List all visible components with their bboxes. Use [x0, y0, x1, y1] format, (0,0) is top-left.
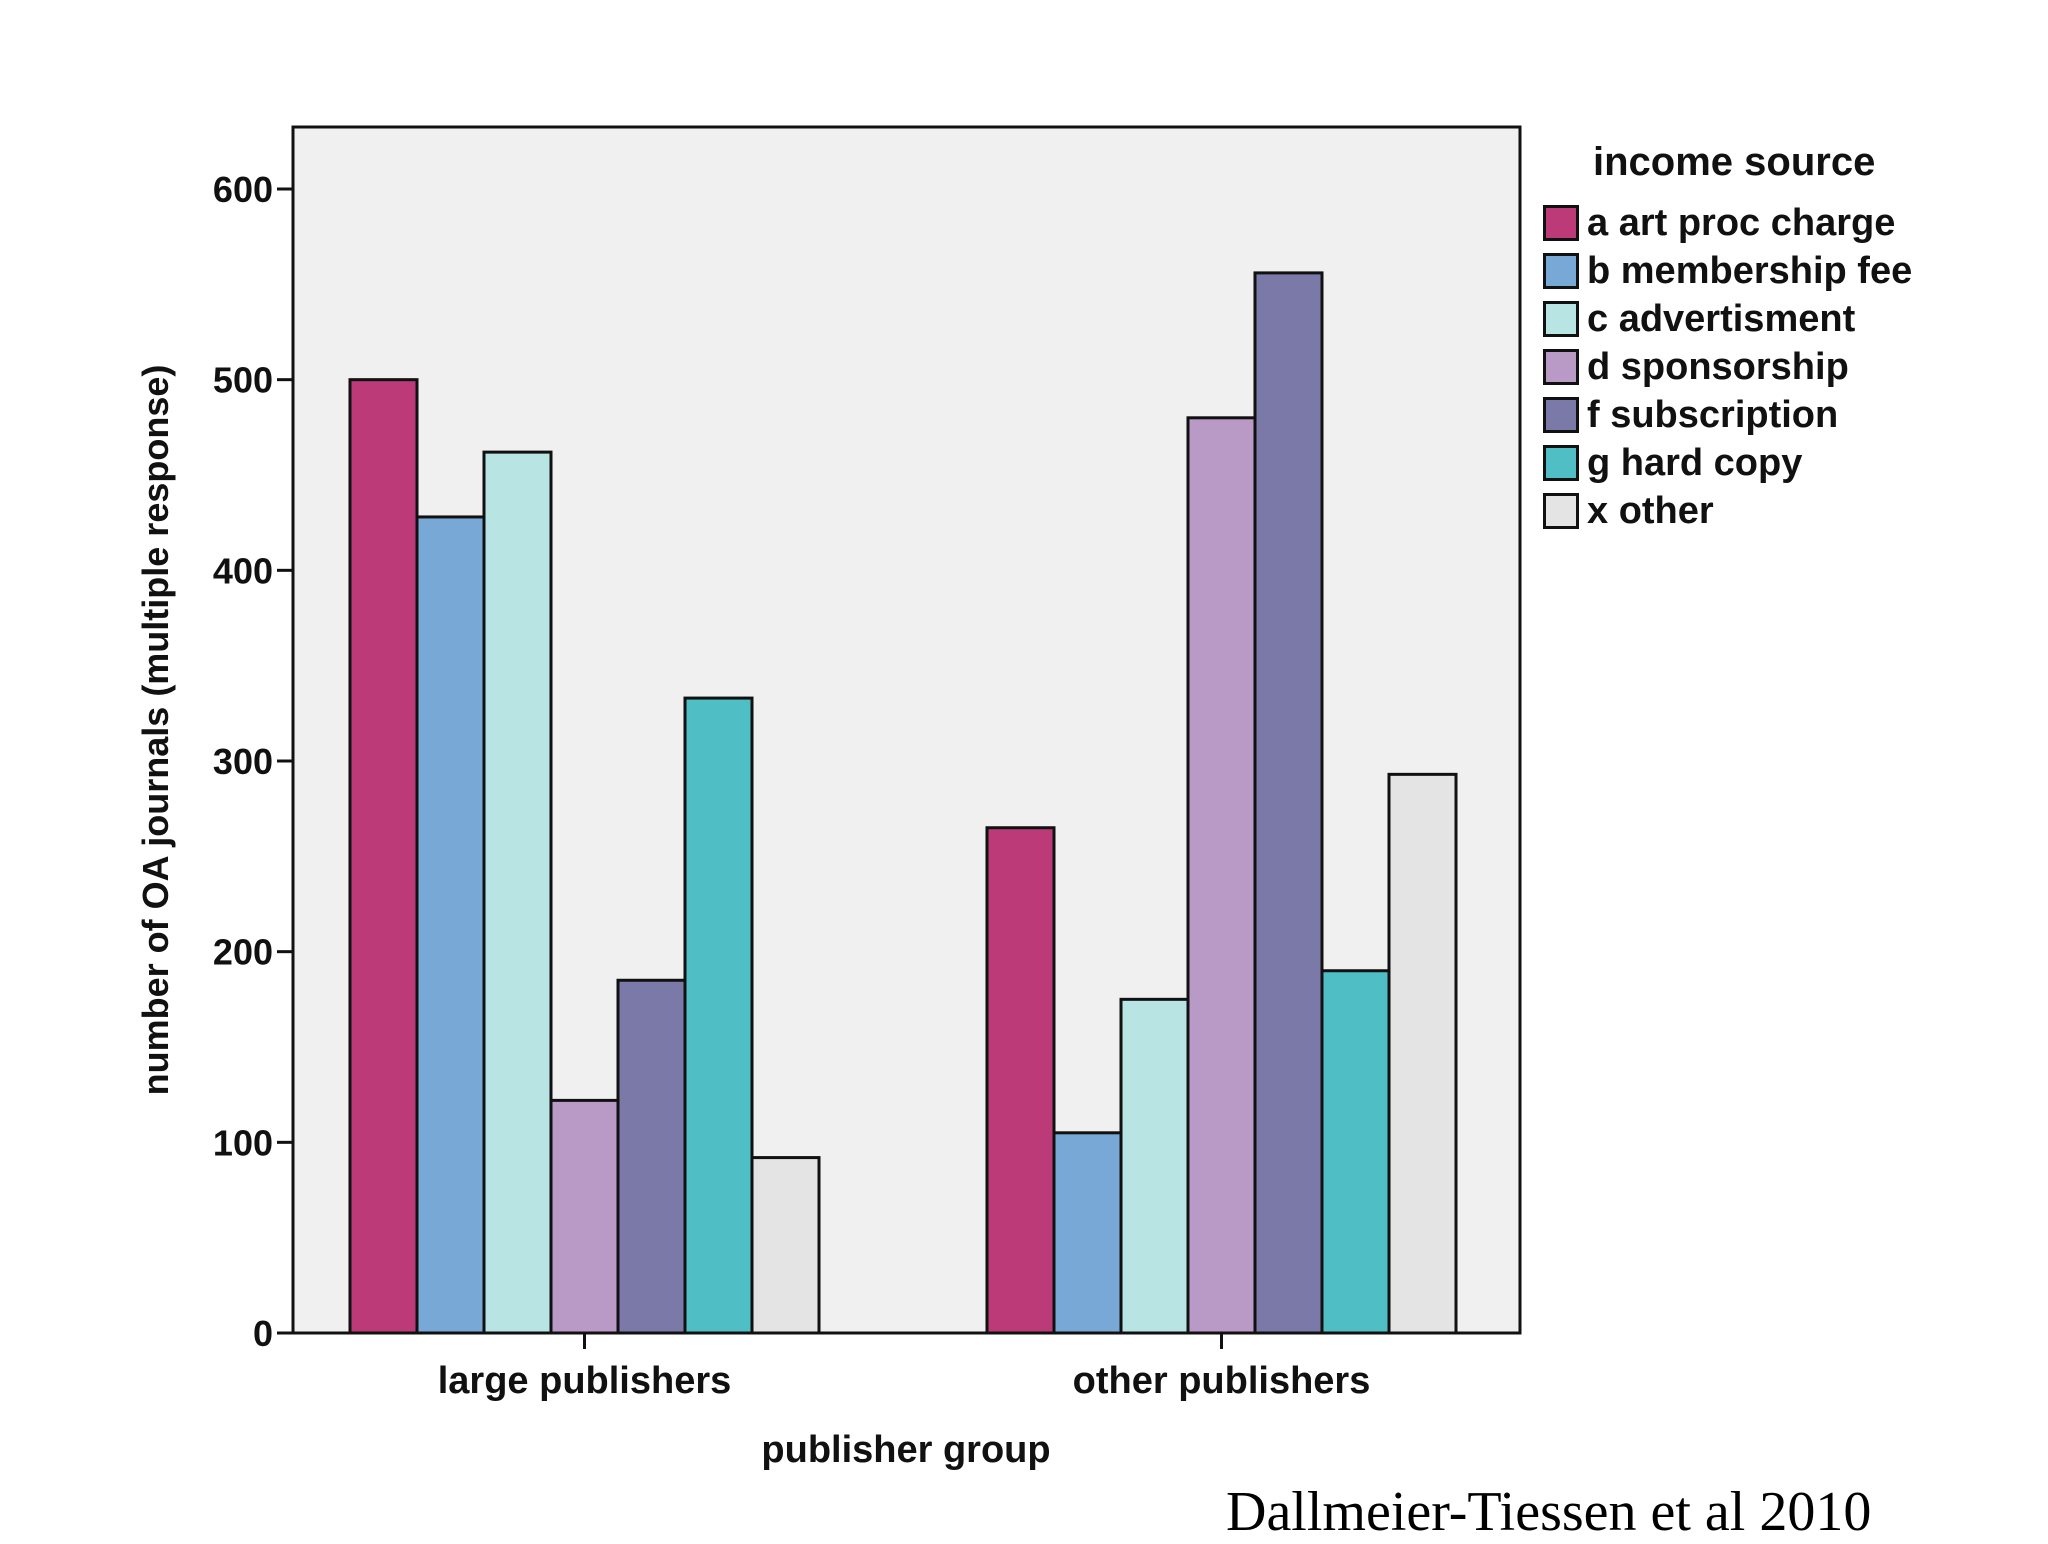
legend-label: g hard copy	[1587, 441, 1803, 484]
legend-label: a art proc charge	[1587, 201, 1896, 244]
x-axis: large publishers other publishers	[438, 1333, 1371, 1402]
bar-f-large	[616, 978, 687, 1335]
y-tick-label: 100	[213, 1122, 273, 1163]
bar-g-large	[683, 696, 754, 1335]
legend-item: g hard copy	[1543, 439, 1963, 487]
bar-b-other	[1052, 1131, 1123, 1335]
bar-b-large	[415, 515, 486, 1335]
legend-title: income source	[1593, 140, 1876, 184]
bar-a-large	[348, 378, 419, 1335]
legend-swatch	[1543, 301, 1579, 337]
x-tick-label: large publishers	[438, 1360, 732, 1402]
legend-label: d sponsorship	[1587, 345, 1849, 388]
y-tick-label: 0	[253, 1313, 273, 1354]
y-tick-label: 400	[213, 550, 273, 591]
bar-f-other	[1253, 271, 1324, 1335]
legend-item: f subscription	[1543, 391, 1963, 439]
legend: income source a art proc charge b members…	[1543, 140, 1963, 535]
legend-swatch	[1543, 253, 1579, 289]
legend-swatch	[1543, 349, 1579, 385]
citation: Dallmeier-Tiessen et al 2010	[1226, 1481, 1872, 1543]
legend-item: c advertisment	[1543, 295, 1963, 343]
legend-item: a art proc charge	[1543, 199, 1963, 247]
legend-item: x other	[1543, 487, 1963, 535]
y-tick-label: 300	[213, 741, 273, 782]
bar-x-large	[750, 1156, 821, 1335]
bar-x-other	[1387, 772, 1458, 1335]
y-tick-label: 500	[213, 360, 273, 401]
y-tick-label: 600	[213, 169, 273, 210]
y-axis-label: number of OA journals (multiple response…	[135, 365, 176, 1096]
bar-a-other	[985, 826, 1056, 1335]
bar-c-large	[482, 450, 553, 1335]
legend-label: c advertisment	[1587, 297, 1856, 340]
legend-label: x other	[1587, 489, 1714, 532]
y-tick-label: 200	[213, 932, 273, 973]
x-axis-label: publisher group	[761, 1429, 1050, 1471]
legend-item: d sponsorship	[1543, 343, 1963, 391]
bar-d-large	[549, 1098, 620, 1335]
plot-frame	[291, 125, 1522, 1335]
legend-swatch	[1543, 205, 1579, 241]
legend-item: b membership fee	[1543, 247, 1963, 295]
x-tick-label: other publishers	[1073, 1360, 1371, 1402]
legend-label: b membership fee	[1587, 249, 1913, 292]
bar-c-other	[1119, 997, 1190, 1335]
bar-g-other	[1320, 969, 1391, 1335]
legend-swatch	[1543, 493, 1579, 529]
y-axis: 0 100 200 300 400 500 600	[213, 169, 293, 1354]
bar-d-other	[1186, 416, 1257, 1335]
legend-label: f subscription	[1587, 393, 1839, 436]
legend-items: a art proc charge b membership fee c adver…	[1543, 199, 1963, 535]
legend-swatch	[1543, 397, 1579, 433]
legend-swatch	[1543, 445, 1579, 481]
